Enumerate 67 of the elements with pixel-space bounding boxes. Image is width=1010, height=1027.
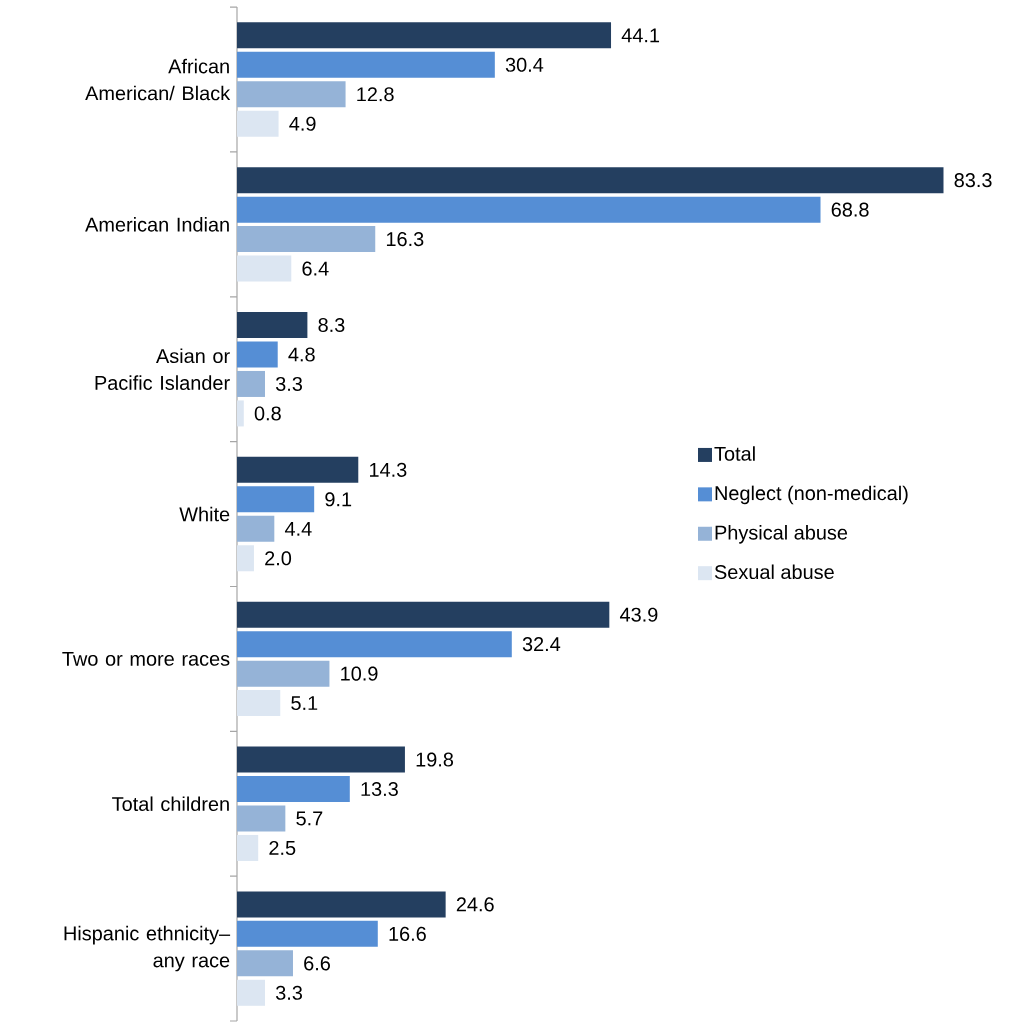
bar [237,341,278,368]
legend-label: Physical abuse [715,525,848,544]
data-label: 12.8 [357,87,394,102]
bar [237,370,265,397]
bar [237,515,275,542]
data-label: 4.9 [289,116,316,131]
bar [237,486,315,513]
data-label: 14.3 [370,462,407,477]
bar [237,950,293,977]
bar [237,167,944,194]
data-label: 68.8 [831,202,869,217]
y-tick-label: American Indian [85,217,229,232]
y-tick-label: Hispanic ethnicity– any race [64,925,231,972]
bar [237,805,286,832]
y-tick-label: African American/ Black [85,58,231,101]
bar [237,51,495,78]
y-tick-label: White [179,506,230,522]
bar [237,690,281,717]
data-label: 4.8 [288,347,315,362]
y-tick-label: Total children [112,796,229,812]
data-label: 3.3 [275,985,303,1000]
bar [237,746,405,773]
data-label: 13.3 [361,781,398,797]
data-label: 2.0 [265,551,292,566]
data-label: 4.4 [284,521,312,536]
legend-label: Neglect (non-medical) [715,485,908,505]
y-tick-label: Two or more races [62,651,230,666]
data-label: 16.3 [386,232,424,247]
data-label: 8.3 [318,317,345,333]
data-label: 5.7 [296,811,323,826]
data-label: 3.3 [275,376,303,391]
bar [237,834,259,861]
bar [237,631,512,658]
bar [237,81,346,108]
legend-label: Total [714,446,755,461]
legend-label: Sexual abuse [714,564,834,580]
data-label: 6.4 [302,261,329,276]
bar [237,456,359,483]
bar [237,920,378,947]
bar [237,22,612,49]
bar [237,226,376,253]
data-label: 32.4 [522,637,561,652]
data-label: 10.9 [341,666,378,681]
bar [237,400,244,427]
data-label: 44.1 [621,28,660,43]
bar [237,979,265,1006]
data-label: 5.1 [291,696,318,711]
y-tick-label: Asian or Pacific Islander [95,348,230,390]
data-label: 19.8 [416,752,454,767]
data-label: 9.1 [325,492,352,507]
bar [237,545,254,572]
data-label: 83.3 [954,173,992,188]
data-label: 2.5 [269,840,296,856]
bar [237,196,821,223]
data-label: 16.6 [389,926,426,941]
data-label: 6.6 [304,956,330,971]
data-label: 24.6 [456,897,494,912]
data-label: 43.9 [619,607,658,622]
bar [237,312,308,338]
bar [237,601,610,628]
bar [237,255,292,282]
data-label: 30.4 [505,57,544,72]
bar [237,776,350,803]
bar [237,660,330,687]
bar [237,110,279,137]
bar [237,891,446,918]
data-label: 0.8 [254,406,281,421]
